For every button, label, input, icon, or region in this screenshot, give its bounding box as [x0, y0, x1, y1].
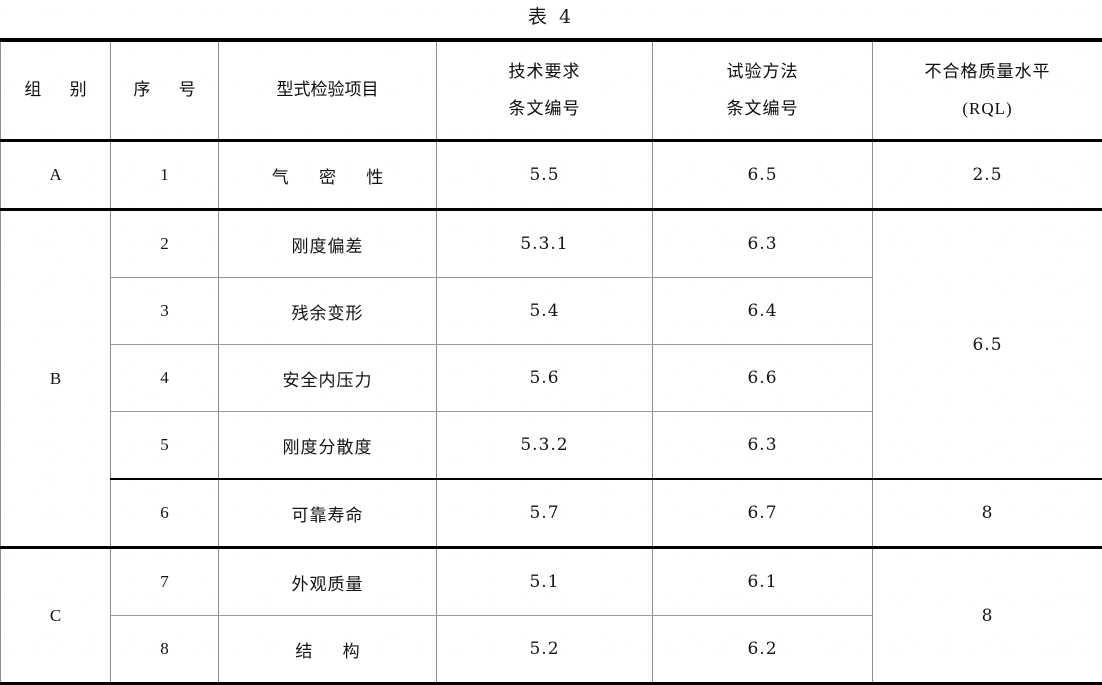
seq-cell: 3	[111, 278, 219, 345]
method-cell: 6.4	[653, 278, 873, 345]
method-cell: 6.5	[653, 141, 873, 210]
seq-cell: 2	[111, 210, 219, 278]
column-header-method: 试验方法 条文编号	[653, 40, 873, 141]
column-header-requirement-line1: 技术要求	[439, 59, 650, 85]
table-header-row: 组 别 序 号 型式检验项目 技术要求 条文编号 试验方法 条文编号 不合格质量…	[1, 40, 1102, 141]
column-header-requirement: 技术要求 条文编号	[437, 40, 653, 141]
requirement-cell: 5.3.1	[437, 210, 653, 278]
item-cell: 残余变形	[219, 278, 437, 345]
item-cell: 刚度偏差	[219, 210, 437, 278]
requirement-cell: 5.5	[437, 141, 653, 210]
requirement-cell: 5.1	[437, 548, 653, 616]
item-cell: 刚度分散度	[219, 412, 437, 480]
requirement-cell: 5.3.2	[437, 412, 653, 480]
group-cell-c: C	[1, 548, 111, 684]
requirement-cell: 5.2	[437, 616, 653, 684]
requirement-cell: 5.7	[437, 479, 653, 548]
rql-cell: 8	[873, 548, 1102, 684]
type-test-table: 组 别 序 号 型式检验项目 技术要求 条文编号 试验方法 条文编号 不合格质量…	[0, 38, 1102, 685]
column-header-method-line2: 条文编号	[655, 96, 870, 122]
column-header-group: 组 别	[1, 40, 111, 141]
column-header-method-line1: 试验方法	[655, 59, 870, 85]
method-cell: 6.3	[653, 412, 873, 480]
seq-cell: 6	[111, 479, 219, 548]
group-cell-b: B	[1, 210, 111, 548]
rql-cell: 8	[873, 479, 1102, 548]
item-cell: 安全内压力	[219, 345, 437, 412]
requirement-cell: 5.4	[437, 278, 653, 345]
column-header-rql-line2: (RQL)	[875, 96, 1100, 122]
table-container: 组 别 序 号 型式检验项目 技术要求 条文编号 试验方法 条文编号 不合格质量…	[0, 38, 1102, 685]
table-caption: 表 4	[0, 2, 1102, 29]
seq-cell: 1	[111, 141, 219, 210]
item-cell: 可靠寿命	[219, 479, 437, 548]
rql-cell: 2.5	[873, 141, 1102, 210]
seq-cell: 4	[111, 345, 219, 412]
seq-cell: 8	[111, 616, 219, 684]
column-header-rql: 不合格质量水平 (RQL)	[873, 40, 1102, 141]
item-cell: 外观质量	[219, 548, 437, 616]
method-cell: 6.2	[653, 616, 873, 684]
requirement-cell: 5.6	[437, 345, 653, 412]
method-cell: 6.3	[653, 210, 873, 278]
method-cell: 6.6	[653, 345, 873, 412]
table-row: C 7 外观质量 5.1 6.1 8	[1, 548, 1102, 616]
column-header-requirement-line2: 条文编号	[439, 96, 650, 122]
item-cell: 结 构	[219, 616, 437, 684]
document-page: 表 4 组 别 序 号 型式检验项目 技术要求 条文编号	[0, 0, 1102, 669]
table-row: B 2 刚度偏差 5.3.1 6.3 6.5	[1, 210, 1102, 278]
column-header-item: 型式检验项目	[219, 40, 437, 141]
table-row: 6 可靠寿命 5.7 6.7 8	[1, 479, 1102, 548]
table-row: A 1 气 密 性 5.5 6.5 2.5	[1, 141, 1102, 210]
seq-cell: 7	[111, 548, 219, 616]
method-cell: 6.7	[653, 479, 873, 548]
method-cell: 6.1	[653, 548, 873, 616]
item-cell: 气 密 性	[219, 141, 437, 210]
group-cell-a: A	[1, 141, 111, 210]
rql-cell: 6.5	[873, 210, 1102, 480]
column-header-rql-line1: 不合格质量水平	[875, 59, 1100, 85]
seq-cell: 5	[111, 412, 219, 480]
column-header-seq: 序 号	[111, 40, 219, 141]
